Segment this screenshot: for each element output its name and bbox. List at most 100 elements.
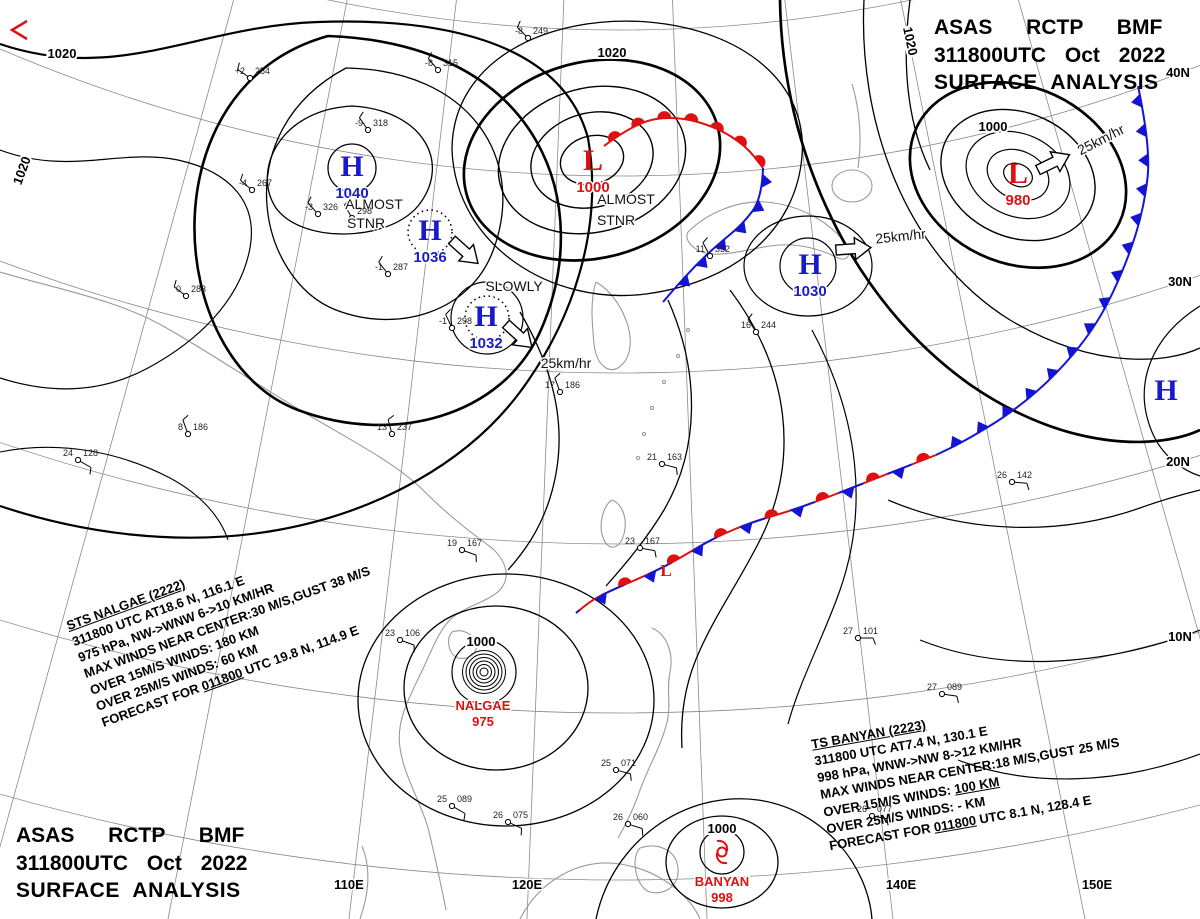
wind-barb-icon	[747, 319, 756, 331]
cold-front-triangle-icon	[1135, 183, 1147, 197]
isobar	[919, 629, 1200, 663]
station-plot	[358, 111, 372, 134]
coastline	[359, 845, 369, 919]
cold-front-triangle-icon	[1002, 405, 1014, 418]
station-plot	[504, 818, 523, 836]
isobar	[0, 20, 594, 539]
warm-front-semicircle-icon	[764, 509, 779, 519]
station-plot	[344, 199, 356, 222]
wind-barb-tick-icon	[629, 773, 632, 781]
wind-barb-tick-icon	[307, 196, 312, 204]
warm-front-semicircle-icon	[916, 452, 930, 463]
station-plot	[747, 313, 760, 336]
station-circle-icon	[504, 818, 512, 826]
cold-front-triangle-icon	[1131, 93, 1143, 108]
grid-line	[672, 0, 708, 919]
motion-annotation: ALMOST	[597, 191, 655, 207]
cold-front-triangle-icon	[1138, 153, 1149, 168]
isobar-value-label: 1020	[598, 45, 627, 60]
wind-barb-icon	[1014, 481, 1027, 484]
path	[716, 839, 729, 852]
wind-barb-icon	[344, 204, 352, 216]
isobar	[469, 657, 499, 687]
isobar	[193, 34, 563, 427]
isobar	[908, 80, 1128, 270]
wind-barb-icon	[80, 460, 92, 468]
cold-front-triangle-icon	[976, 421, 989, 434]
cold-front-triangle-icon	[695, 255, 708, 268]
coastline	[831, 169, 873, 203]
isobar	[266, 67, 504, 321]
station-plot	[658, 460, 678, 475]
station-temperature: 16	[741, 320, 751, 330]
station-circle-icon	[556, 388, 564, 396]
isobar	[965, 130, 1071, 220]
station-circle-icon	[182, 292, 190, 300]
movement-arrow-icon	[834, 236, 873, 262]
motion-annotation: SLOWLY	[485, 278, 543, 294]
cold-front-triangle-icon	[950, 435, 964, 449]
movement-arrow-icon	[501, 319, 533, 349]
station-circle-icon	[636, 544, 644, 552]
title-block-bottom-left: ASAS RCTP BMF 311800UTC Oct 2022 SURFACE…	[16, 822, 272, 905]
station-plot	[854, 634, 877, 645]
storm-name-label: BANYAN	[695, 874, 749, 889]
warm-front-semicircle-icon	[631, 117, 645, 128]
station-circle-icon	[854, 634, 862, 642]
marker-layer	[9, 19, 1071, 865]
isobar	[476, 664, 492, 680]
station-temperature: 27	[843, 626, 853, 636]
isobar	[0, 446, 229, 541]
cold-front-triangle-icon	[1098, 297, 1111, 310]
grid-line	[348, 0, 457, 919]
station-temperature: 25	[437, 794, 447, 804]
isobar	[507, 311, 560, 571]
station-plot	[378, 255, 392, 278]
coastline	[617, 627, 672, 839]
motion-annotation: 25km/hr	[874, 225, 926, 246]
path	[715, 852, 728, 865]
station-pressure-code: 315	[443, 58, 458, 68]
wind-barb-icon	[237, 68, 249, 77]
pressure-center-letter: L	[660, 561, 671, 580]
pressure-center-letter: H	[474, 300, 497, 333]
isobar	[605, 299, 693, 587]
station-temperature: -4	[239, 178, 247, 188]
front-line	[603, 116, 764, 169]
station-pressure-code: 089	[947, 682, 962, 692]
station-pressure-code: 167	[467, 538, 482, 548]
station-pressure-code: 244	[761, 320, 776, 330]
station-pressure-code: 318	[373, 118, 388, 128]
isobar	[905, 0, 931, 171]
station-pressure-code: 101	[863, 626, 878, 636]
station-plot	[427, 52, 442, 74]
cold-front-triangle-icon	[1046, 368, 1059, 381]
station-pressure-code: 106	[405, 628, 420, 638]
pressure-center-value: 980	[1005, 192, 1030, 209]
station-temperature: 19	[447, 538, 457, 548]
station-pressure-code: 167	[645, 536, 660, 546]
station-circle-icon	[74, 456, 82, 464]
fronts-layer	[575, 85, 1150, 614]
isobar	[462, 650, 506, 694]
longitude-label: 120E	[512, 877, 543, 892]
station-circle-icon	[752, 328, 760, 336]
storm-name-label: NALGAE	[456, 698, 511, 713]
isobar	[357, 573, 655, 827]
station-pressure-code: 071	[621, 758, 636, 768]
motion-annotation: ALMOST	[345, 196, 403, 212]
coastline	[675, 353, 681, 359]
cold-front-triangle-icon	[1025, 387, 1038, 400]
coastline	[519, 862, 701, 919]
wind-barb-tick-icon	[378, 255, 383, 263]
station-pressure-code: 326	[323, 202, 338, 212]
wind-barb-tick-icon	[675, 467, 678, 475]
station-pressure-code: 089	[457, 794, 472, 804]
grid-line	[1018, 0, 1200, 640]
station-plot	[938, 690, 959, 704]
isobar-value-label: 1000	[467, 634, 496, 649]
station-temperature: 17	[545, 380, 555, 390]
pressure-center-letter: H	[798, 248, 821, 281]
station-plot	[702, 237, 714, 260]
